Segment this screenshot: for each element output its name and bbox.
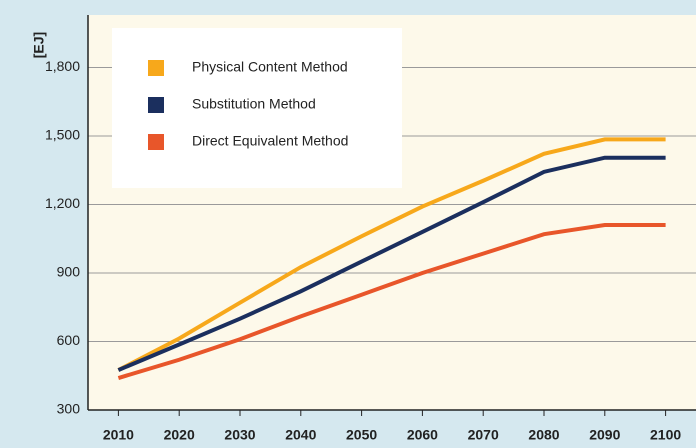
legend-label: Physical Content Method	[192, 59, 348, 75]
x-tick-label: 2040	[285, 427, 316, 443]
x-tick-label: 2050	[346, 427, 377, 443]
x-tick-label: 2020	[164, 427, 195, 443]
legend-label: Direct Equivalent Method	[192, 133, 348, 149]
y-tick-label: 600	[57, 332, 81, 348]
x-tick-label: 2070	[468, 427, 499, 443]
y-tick-label: 1,200	[45, 195, 80, 211]
series-line	[117, 223, 666, 380]
x-tick-label: 2030	[224, 427, 255, 443]
x-tick-label: 2090	[589, 427, 620, 443]
y-tick-label: 300	[57, 401, 81, 417]
y-tick-label: 900	[57, 264, 81, 280]
legend-swatch	[148, 134, 164, 150]
series-line	[117, 137, 666, 372]
x-tick-label: 2010	[103, 427, 134, 443]
y-axis-label: [EJ]	[31, 32, 47, 58]
y-tick-label: 1,800	[45, 58, 80, 74]
y-tick-label: 1,500	[45, 127, 80, 143]
legend-label: Substitution Method	[192, 96, 316, 112]
legend-swatch	[148, 60, 164, 76]
x-tick-label: 2100	[650, 427, 681, 443]
x-tick-label: 2060	[407, 427, 438, 443]
legend-swatch	[148, 97, 164, 113]
x-tick-label: 2080	[528, 427, 559, 443]
series-line	[117, 155, 666, 372]
